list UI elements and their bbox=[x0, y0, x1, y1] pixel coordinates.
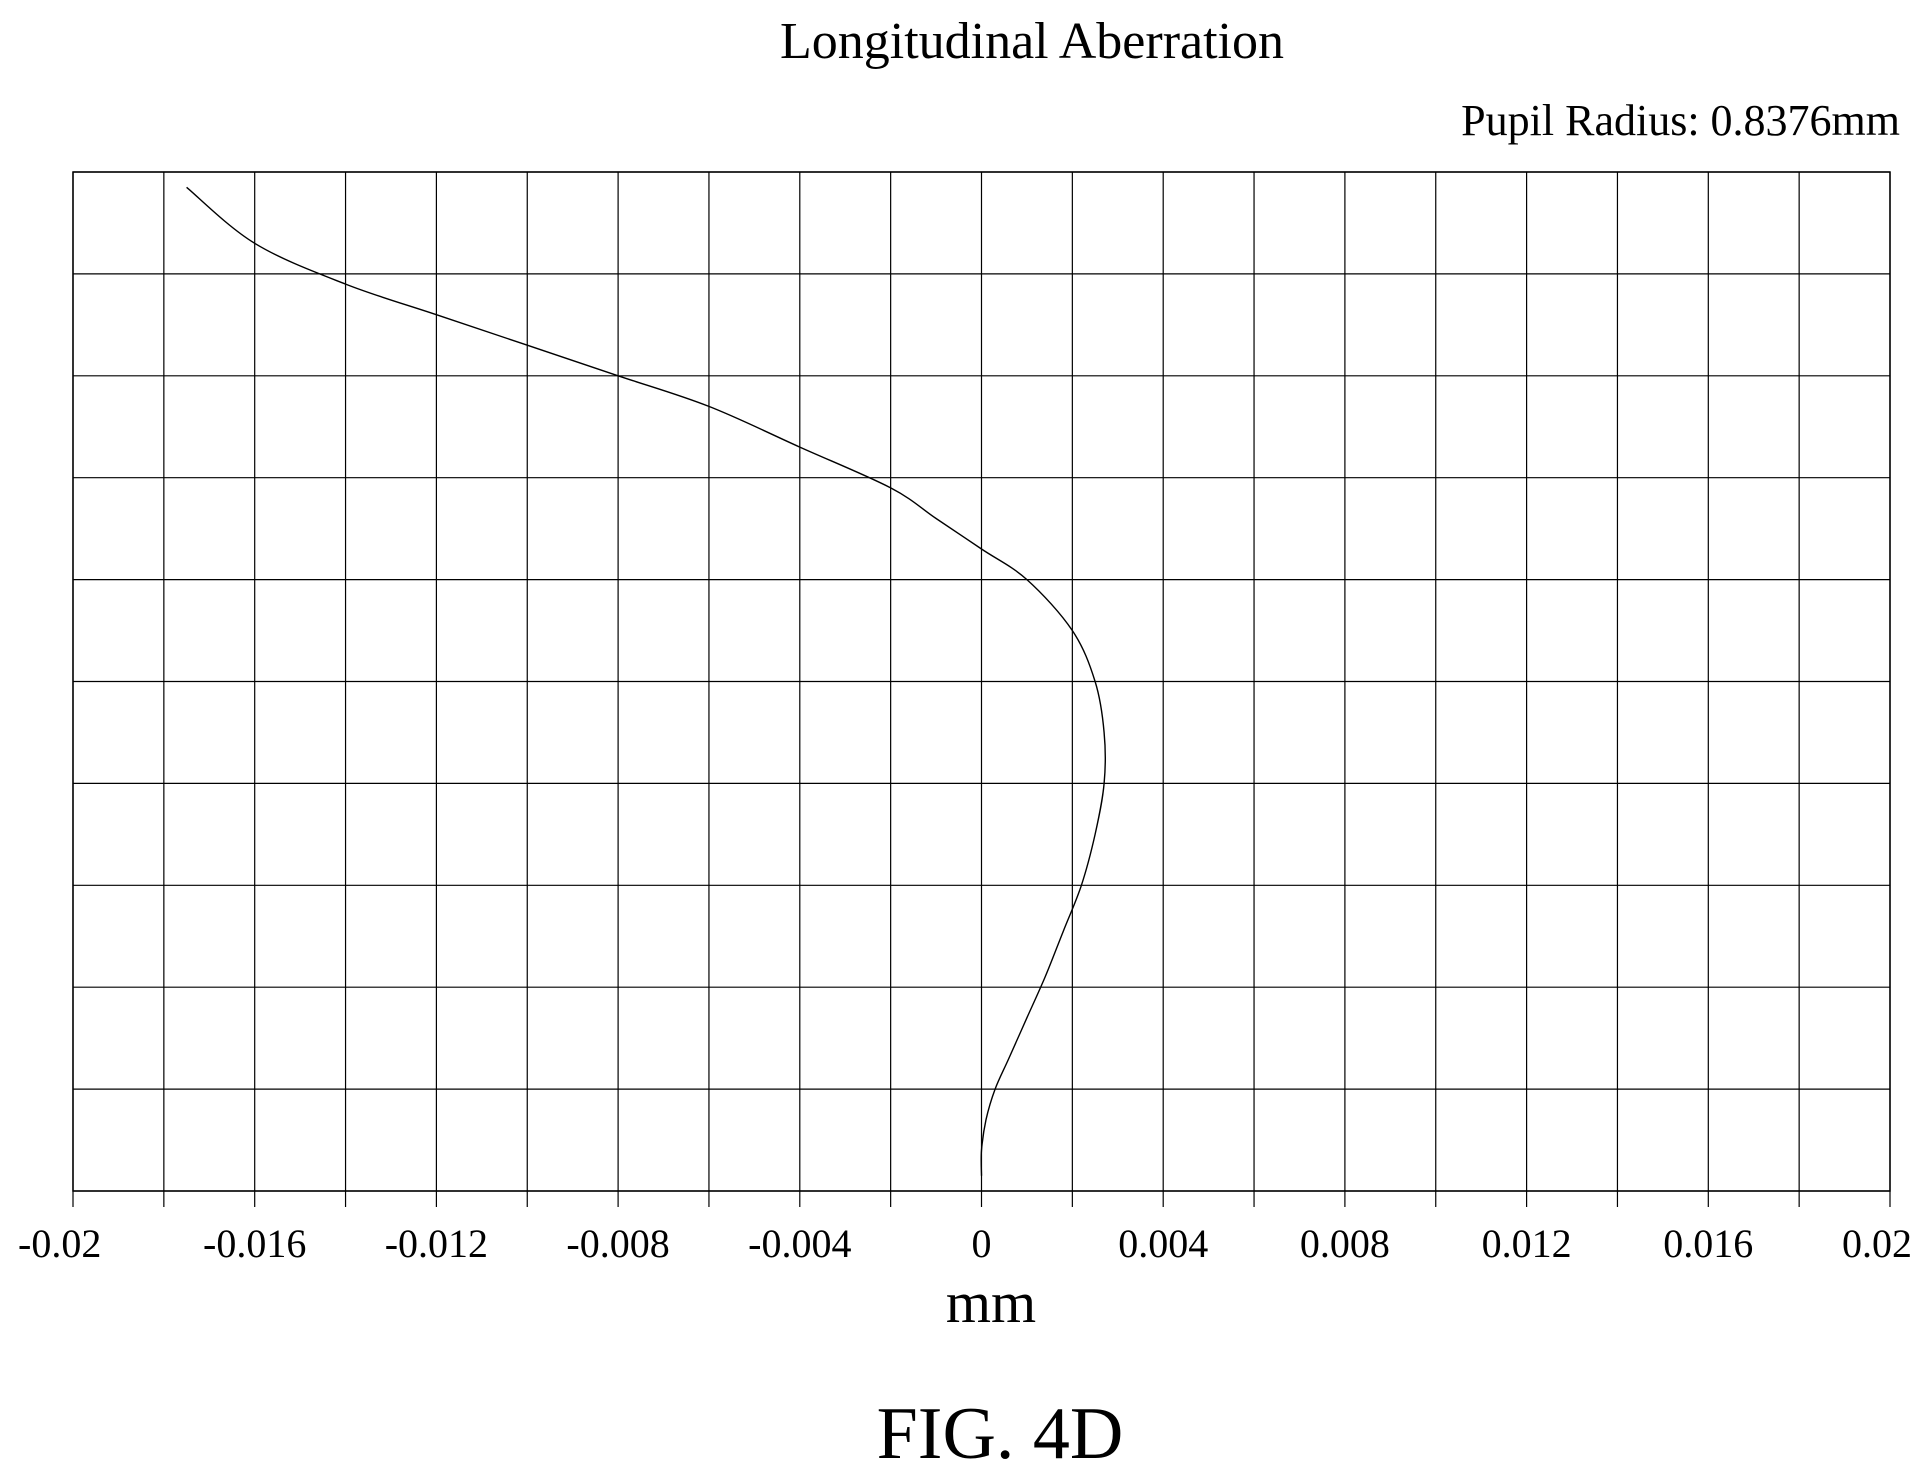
series-layer bbox=[186, 186, 1106, 1176]
x-axis-ticks bbox=[72, 1191, 1891, 1207]
aberration-curve bbox=[186, 186, 1106, 1176]
figure-label: FIG. 4D bbox=[877, 1393, 1124, 1473]
x-axis-tick-labels: -0.02 -0.016 -0.012 -0.008 -0.004 0 0.004 0.008… bbox=[18, 1221, 1912, 1266]
chart-title: Longitudinal Aberration bbox=[780, 13, 1284, 70]
x-tick-label: -0.012 bbox=[385, 1221, 488, 1266]
x-tick-label: 0.016 bbox=[1663, 1221, 1753, 1266]
grid bbox=[72, 171, 1891, 1192]
x-tick-label: 0.004 bbox=[1118, 1221, 1208, 1266]
x-tick-label: 0.012 bbox=[1482, 1221, 1572, 1266]
x-axis-label: mm bbox=[946, 1270, 1036, 1335]
x-tick-label: -0.02 bbox=[18, 1221, 101, 1266]
x-tick-label: -0.016 bbox=[203, 1221, 306, 1266]
x-tick-label: -0.008 bbox=[566, 1221, 669, 1266]
pupil-radius-label: Pupil Radius: 0.8376mm bbox=[1461, 96, 1900, 145]
x-tick-label: -0.004 bbox=[748, 1221, 851, 1266]
x-tick-label: 0.008 bbox=[1300, 1221, 1390, 1266]
x-tick-label: 0.02 bbox=[1842, 1221, 1912, 1266]
x-tick-label: 0 bbox=[972, 1221, 992, 1266]
